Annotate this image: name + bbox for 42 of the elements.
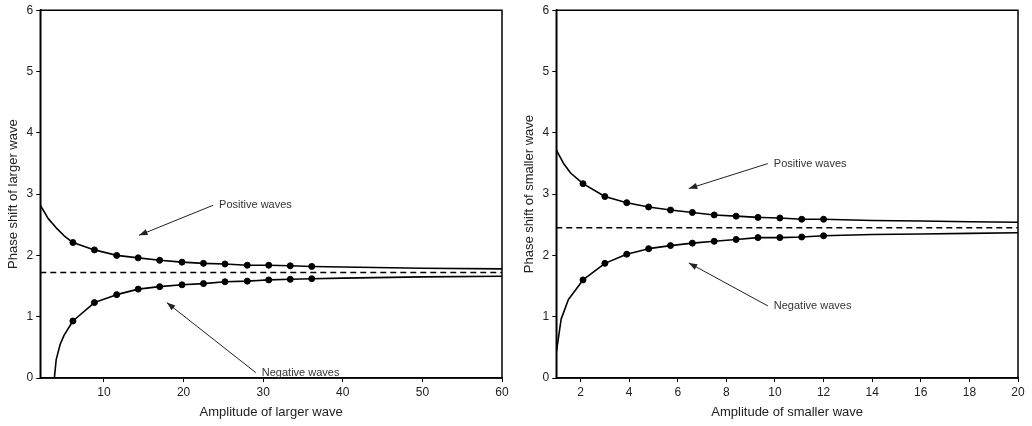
- x-tick-label: 18: [962, 384, 977, 399]
- y-tick-label: 3: [542, 186, 550, 201]
- point: [199, 259, 207, 267]
- y-tick-label: 1: [542, 309, 550, 324]
- x-tick-label: 60: [495, 384, 509, 399]
- y-tick-label: 0: [542, 370, 550, 385]
- y-tick-label: 4: [542, 125, 550, 140]
- x-tick-label: 30: [256, 384, 271, 399]
- y-tick-label: 6: [542, 2, 550, 17]
- x-tick-label: 20: [1011, 384, 1025, 399]
- y-tick-label: 4: [26, 125, 34, 140]
- y-axis-title: Phase shift of smaller wave: [521, 114, 537, 274]
- y-axis-title: Phase shift of larger wave: [5, 119, 21, 269]
- y-tick-label: 1: [26, 309, 34, 324]
- y-tick-label: 2: [542, 247, 550, 262]
- y-tick-label: 2: [26, 247, 34, 262]
- x-axis-title: Amplitude of smaller wave: [711, 403, 863, 419]
- x-tick-label: 12: [816, 384, 831, 399]
- x-tick-label: 40: [336, 384, 350, 399]
- x-tick-label: 20: [176, 384, 191, 399]
- x-tick-label: 50: [415, 384, 430, 399]
- annotation: Negative waves: [773, 298, 852, 311]
- y-tick-label: 5: [542, 63, 550, 78]
- point: [776, 234, 784, 242]
- x-tick-label: 10: [97, 384, 111, 399]
- y-tick-label: 0: [26, 370, 34, 385]
- y-tick-label: 3: [26, 186, 34, 201]
- x-tick-label: 16: [914, 384, 928, 399]
- x-tick-label: 8: [723, 384, 731, 399]
- point: [308, 262, 316, 270]
- annotation: Positive waves: [219, 198, 293, 211]
- x-tick-label: 14: [865, 384, 880, 399]
- x-tick-label: 10: [768, 384, 782, 399]
- point: [199, 280, 207, 288]
- y-tick-label: 5: [26, 63, 34, 78]
- x-tick-label: 4: [625, 384, 633, 399]
- annotation: Negative waves: [261, 365, 340, 378]
- x-tick-label: 6: [674, 384, 682, 399]
- x-axis-title: Amplitude of larger wave: [199, 403, 343, 419]
- x-tick-label: 2: [577, 384, 585, 399]
- annotation: Positive waves: [773, 156, 848, 169]
- y-tick-label: 6: [26, 2, 34, 17]
